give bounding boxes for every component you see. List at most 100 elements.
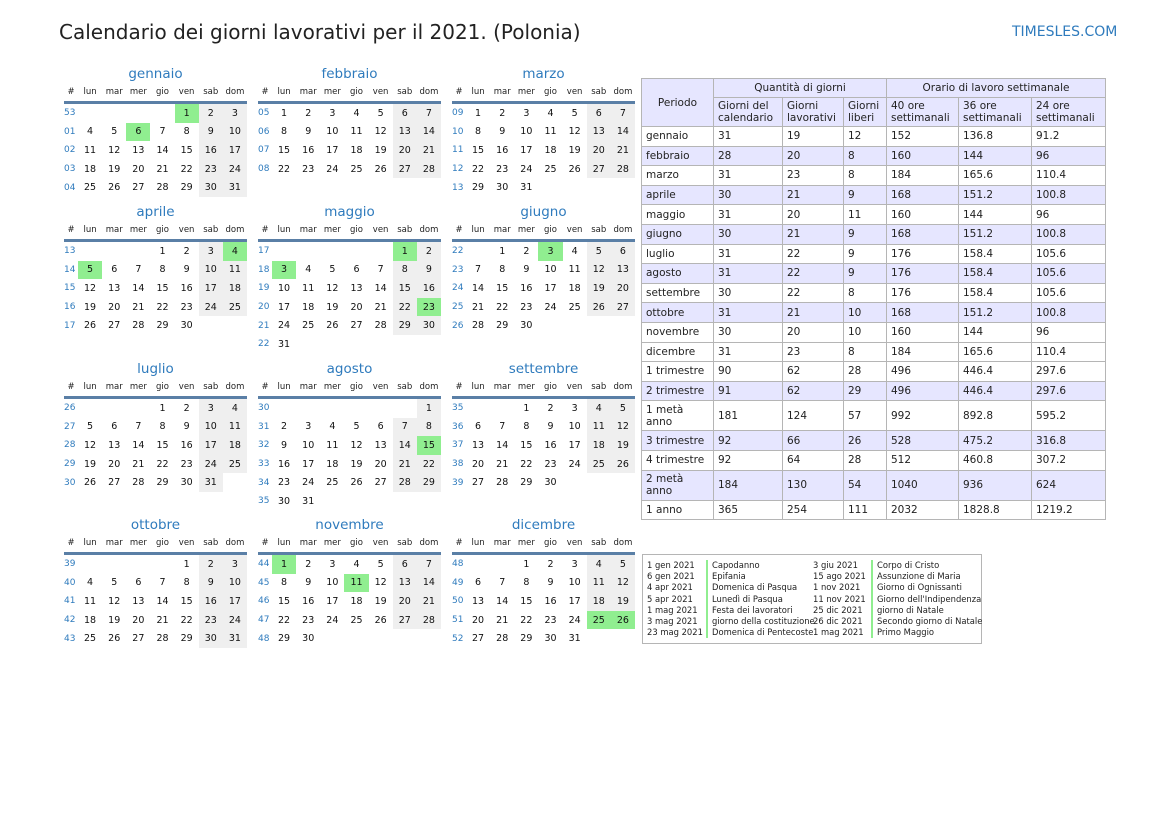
day-cell: 24 xyxy=(222,610,247,630)
holiday-date: 26 dic 2021 xyxy=(813,615,863,626)
summary-cell-cal: 92 xyxy=(713,430,783,451)
day-cell: 25 xyxy=(222,454,247,474)
summary-cell-h36: 446.4 xyxy=(958,380,1032,402)
header-24h: 24 ore settimanali xyxy=(1031,97,1106,127)
summary-cell-work: 21 xyxy=(782,184,844,206)
week-number: 35 xyxy=(452,403,464,414)
day-cell: 10 xyxy=(222,573,247,593)
brand-link[interactable]: TIMESLES.COM xyxy=(1012,24,1118,40)
weekday-header: mar xyxy=(102,378,127,399)
day-cell: 11 xyxy=(350,126,363,138)
summary-row: giugno 30 21 9 168 151.2 100.8 xyxy=(641,223,1106,245)
day-cell: 26 xyxy=(568,163,581,175)
day-cell: 14 xyxy=(374,282,387,294)
summary-cell-h24: 105.6 xyxy=(1031,282,1106,304)
day-cell: 5 xyxy=(377,107,384,119)
day-cell: 9 xyxy=(198,573,223,593)
day-cell: 20 xyxy=(132,163,145,175)
day-cell: 29 xyxy=(520,633,533,645)
day-cell: 15 xyxy=(392,279,417,298)
legend-row: 1 gen 2021 Capodanno 3 giu 2021 Corpo di Cr… xyxy=(647,560,977,572)
day-cell: 1 xyxy=(392,240,417,261)
day-cell: 28 xyxy=(496,633,509,645)
empty-cell xyxy=(466,398,490,418)
day-cell: 15 xyxy=(520,595,533,607)
summary-cell-work: 21 xyxy=(782,223,844,245)
week-number: 07 xyxy=(258,145,270,156)
day-cell: 7 xyxy=(135,421,142,433)
summary-cell-free: 29 xyxy=(843,380,887,402)
summary-cell-period: novembre xyxy=(641,321,714,343)
day-cell: 25 xyxy=(302,320,315,332)
summary-cell-cal: 181 xyxy=(713,400,783,432)
summary-cell-h36: 158.4 xyxy=(958,263,1032,284)
summary-cell-h24: 105.6 xyxy=(1031,243,1106,265)
holiday-name: Giorno dell'Indipendenza xyxy=(871,593,981,605)
day-cell: 20 xyxy=(472,458,485,470)
week-number: 42 xyxy=(64,615,76,626)
day-cell: 6 xyxy=(135,577,142,589)
day-cell: 16 xyxy=(544,439,557,451)
holiday-name: Primo Maggio xyxy=(871,627,934,639)
day-cell: 23 xyxy=(544,614,557,626)
day-cell: 5 xyxy=(329,264,336,276)
weekday-header: mar xyxy=(102,83,127,104)
day-cell: 25 xyxy=(568,301,581,313)
day-cell: 23 xyxy=(198,610,223,630)
day-cell: 15 xyxy=(156,282,169,294)
empty-cell xyxy=(490,554,514,574)
summary-cell-period: 4 trimestre xyxy=(641,449,714,471)
summary-cell-period: febbraio xyxy=(641,145,714,167)
legend-row: 6 gen 2021 Epifania 15 ago 2021 Assunzione … xyxy=(647,571,977,583)
day-cell: 13 xyxy=(610,260,635,280)
summary-cell-h24: 297.6 xyxy=(1031,361,1106,382)
empty-cell xyxy=(563,316,587,335)
day-cell: 11 xyxy=(84,595,97,607)
weekday-header: gio xyxy=(344,221,369,242)
summary-row: maggio 31 20 11 160 144 96 xyxy=(641,204,1106,225)
day-cell: 24 xyxy=(222,159,247,179)
day-cell: 30 xyxy=(416,316,441,335)
week-number: 17 xyxy=(64,320,76,331)
day-cell: 15 xyxy=(472,144,485,156)
day-cell: 28 xyxy=(156,182,169,194)
empty-cell xyxy=(320,335,344,354)
day-cell: 21 xyxy=(472,301,485,313)
weekday-header: lun xyxy=(78,534,103,555)
week-number-header: # xyxy=(64,83,78,104)
month-aprile: aprile # lun mar mer gio ven sab dom 13 1 2 3 4 14 5 6 7 8… xyxy=(64,203,247,335)
header-working-days: Giorni lavorativi xyxy=(782,97,844,127)
holiday-date: 11 nov 2021 xyxy=(813,593,866,604)
summary-cell-cal: 30 xyxy=(713,321,783,343)
week-number: 20 xyxy=(258,302,270,313)
weekday-header: ven xyxy=(174,221,199,242)
day-cell: 25 xyxy=(350,163,363,175)
day-cell: 27 xyxy=(610,297,635,317)
day-cell: 22 xyxy=(392,297,417,317)
summary-cell-h36: 165.6 xyxy=(958,341,1032,363)
empty-cell xyxy=(126,554,150,574)
month-maggio: maggio # lun mar mer gio ven sab dom 17 1 2 18 3 4 5 6 7 8… xyxy=(258,203,441,354)
day-cell: 10 xyxy=(520,126,533,138)
month-name: febbraio xyxy=(321,66,378,82)
day-cell: 29 xyxy=(180,633,193,645)
day-cell: 18 xyxy=(302,301,315,313)
day-cell: 27 xyxy=(108,320,121,332)
week-number: 33 xyxy=(258,459,270,470)
empty-cell xyxy=(587,316,611,335)
holiday-name: giorno della costituzione xyxy=(706,615,815,628)
summary-cell-work: 20 xyxy=(782,145,844,167)
empty-cell xyxy=(344,241,368,261)
summary-cell-h24: 1219.2 xyxy=(1031,499,1106,521)
day-cell: 12 xyxy=(610,573,635,593)
day-cell: 28 xyxy=(132,320,145,332)
day-cell: 23 xyxy=(544,458,557,470)
day-cell: 31 xyxy=(302,495,315,507)
day-cell: 21 xyxy=(374,301,387,313)
day-cell: 15 xyxy=(496,282,509,294)
weekday-header: ven xyxy=(174,534,199,555)
summary-cell-period: aprile xyxy=(641,184,714,206)
day-cell: 13 xyxy=(350,282,363,294)
summary-cell-period: giugno xyxy=(641,223,714,245)
week-number: 11 xyxy=(452,145,464,156)
